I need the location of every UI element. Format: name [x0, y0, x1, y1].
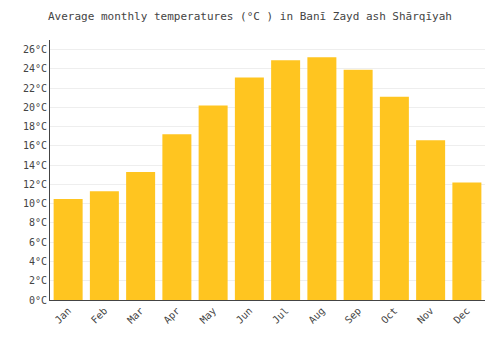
svg-text:12°C: 12°C: [23, 179, 47, 190]
svg-text:Jun: Jun: [234, 305, 255, 326]
svg-text:Nov: Nov: [415, 305, 436, 326]
svg-text:18°C: 18°C: [23, 121, 47, 132]
svg-text:Sep: Sep: [343, 305, 364, 326]
svg-text:Jul: Jul: [270, 305, 291, 326]
svg-text:16°C: 16°C: [23, 140, 47, 151]
svg-text:8°C: 8°C: [29, 217, 47, 228]
svg-text:Feb: Feb: [89, 305, 110, 326]
svg-text:Mar: Mar: [125, 305, 146, 326]
svg-text:24°C: 24°C: [23, 63, 47, 74]
svg-text:Oct: Oct: [379, 305, 400, 326]
svg-text:0°C: 0°C: [29, 295, 47, 306]
svg-text:14°C: 14°C: [23, 160, 47, 171]
svg-text:22°C: 22°C: [23, 83, 47, 94]
svg-text:Dec: Dec: [451, 305, 472, 326]
svg-text:Jan: Jan: [53, 305, 74, 326]
svg-text:26°C: 26°C: [23, 44, 47, 55]
svg-text:May: May: [198, 305, 219, 326]
svg-text:Aug: Aug: [306, 305, 327, 326]
svg-text:Apr: Apr: [161, 305, 182, 326]
svg-text:4°C: 4°C: [29, 256, 47, 267]
svg-text:2°C: 2°C: [29, 275, 47, 286]
svg-text:6°C: 6°C: [29, 237, 47, 248]
svg-text:20°C: 20°C: [23, 102, 47, 113]
svg-text:10°C: 10°C: [23, 198, 47, 209]
svg-text:Average monthly temperatures (: Average monthly temperatures (°C ) in Ba…: [48, 10, 452, 23]
